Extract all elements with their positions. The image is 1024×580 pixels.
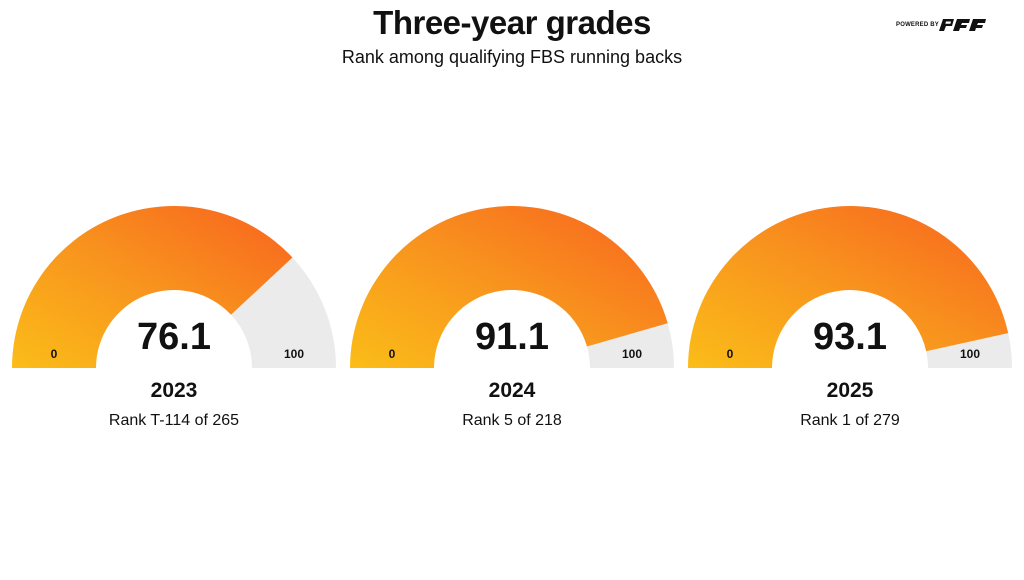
brand-badge: POWERED BY (892, 16, 992, 34)
gauge-value: 93.1 (813, 316, 887, 358)
gauge-2023: 0 100 76.1 (12, 205, 336, 368)
gauge-2024: 0 100 91.1 (350, 206, 674, 368)
chart-title: Three-year grades (373, 4, 651, 41)
gauge-year-label: 2025 (826, 379, 874, 402)
gauge-track (586, 323, 674, 368)
powered-by-text: POWERED BY (896, 22, 940, 28)
gauge-max-label: 100 (622, 347, 642, 361)
gauge-min-label: 0 (727, 347, 734, 361)
gauge-fill (350, 206, 668, 368)
gauge-max-label: 100 (284, 347, 304, 361)
gauge-rank-label: Rank 1 of 279 (800, 412, 900, 429)
gauge-fill (688, 205, 1009, 368)
gauge-track (231, 257, 336, 368)
gauge-min-label: 0 (389, 347, 396, 361)
gauge-value: 91.1 (475, 316, 549, 358)
gauge-rank-label: Rank T-114 of 265 (108, 412, 240, 429)
gauge-track (926, 333, 1012, 368)
chart-subtitle: Rank among qualifying FBS running backs (341, 47, 683, 67)
gauge-value: 76.1 (137, 316, 211, 358)
pff-logo (939, 19, 986, 31)
gauge-2025: 0 100 93.1 (688, 205, 1012, 368)
gauge-rank-label: Rank 5 of 218 (462, 412, 562, 429)
gauge-max-label: 100 (960, 347, 980, 361)
gauge-year-label: 2023 (150, 379, 198, 402)
gauge-fill (12, 205, 293, 368)
gauge-min-label: 0 (51, 347, 58, 361)
gauge-year-label: 2024 (488, 379, 536, 402)
